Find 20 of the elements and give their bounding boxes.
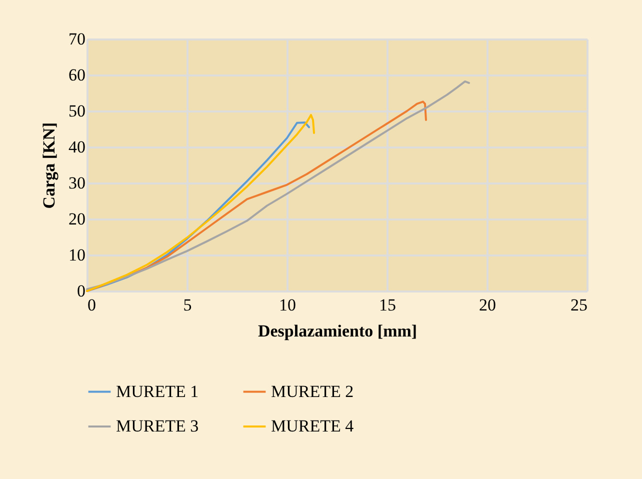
y-tick-label: 20 [68,210,86,228]
line-series [86,80,470,290]
x-tick-label: 5 [183,296,192,314]
y-tick-label: 40 [68,138,86,156]
y-axis-title: Carga [KN] [40,122,58,209]
y-tick-label: 50 [68,102,86,120]
x-tick-label: 15 [379,296,396,314]
y-tick-label: 10 [68,246,86,264]
x-tick-label: 20 [479,296,496,314]
legend-label: MURETE 4 [271,416,354,436]
legend-label: MURETE 1 [116,382,199,401]
y-tick-label: 0 [77,282,86,300]
y-tick-label: 60 [68,66,86,84]
y-tick-label: 70 [68,30,86,48]
y-tick-label: 30 [68,174,86,192]
legend-label: MURETE 3 [116,416,199,436]
x-tick-label: 10 [279,296,296,314]
x-axis-title: Desplazamiento [mm] [258,322,418,340]
legend-label: MURETE 2 [271,382,354,401]
x-tick-label: 25 [570,296,588,314]
